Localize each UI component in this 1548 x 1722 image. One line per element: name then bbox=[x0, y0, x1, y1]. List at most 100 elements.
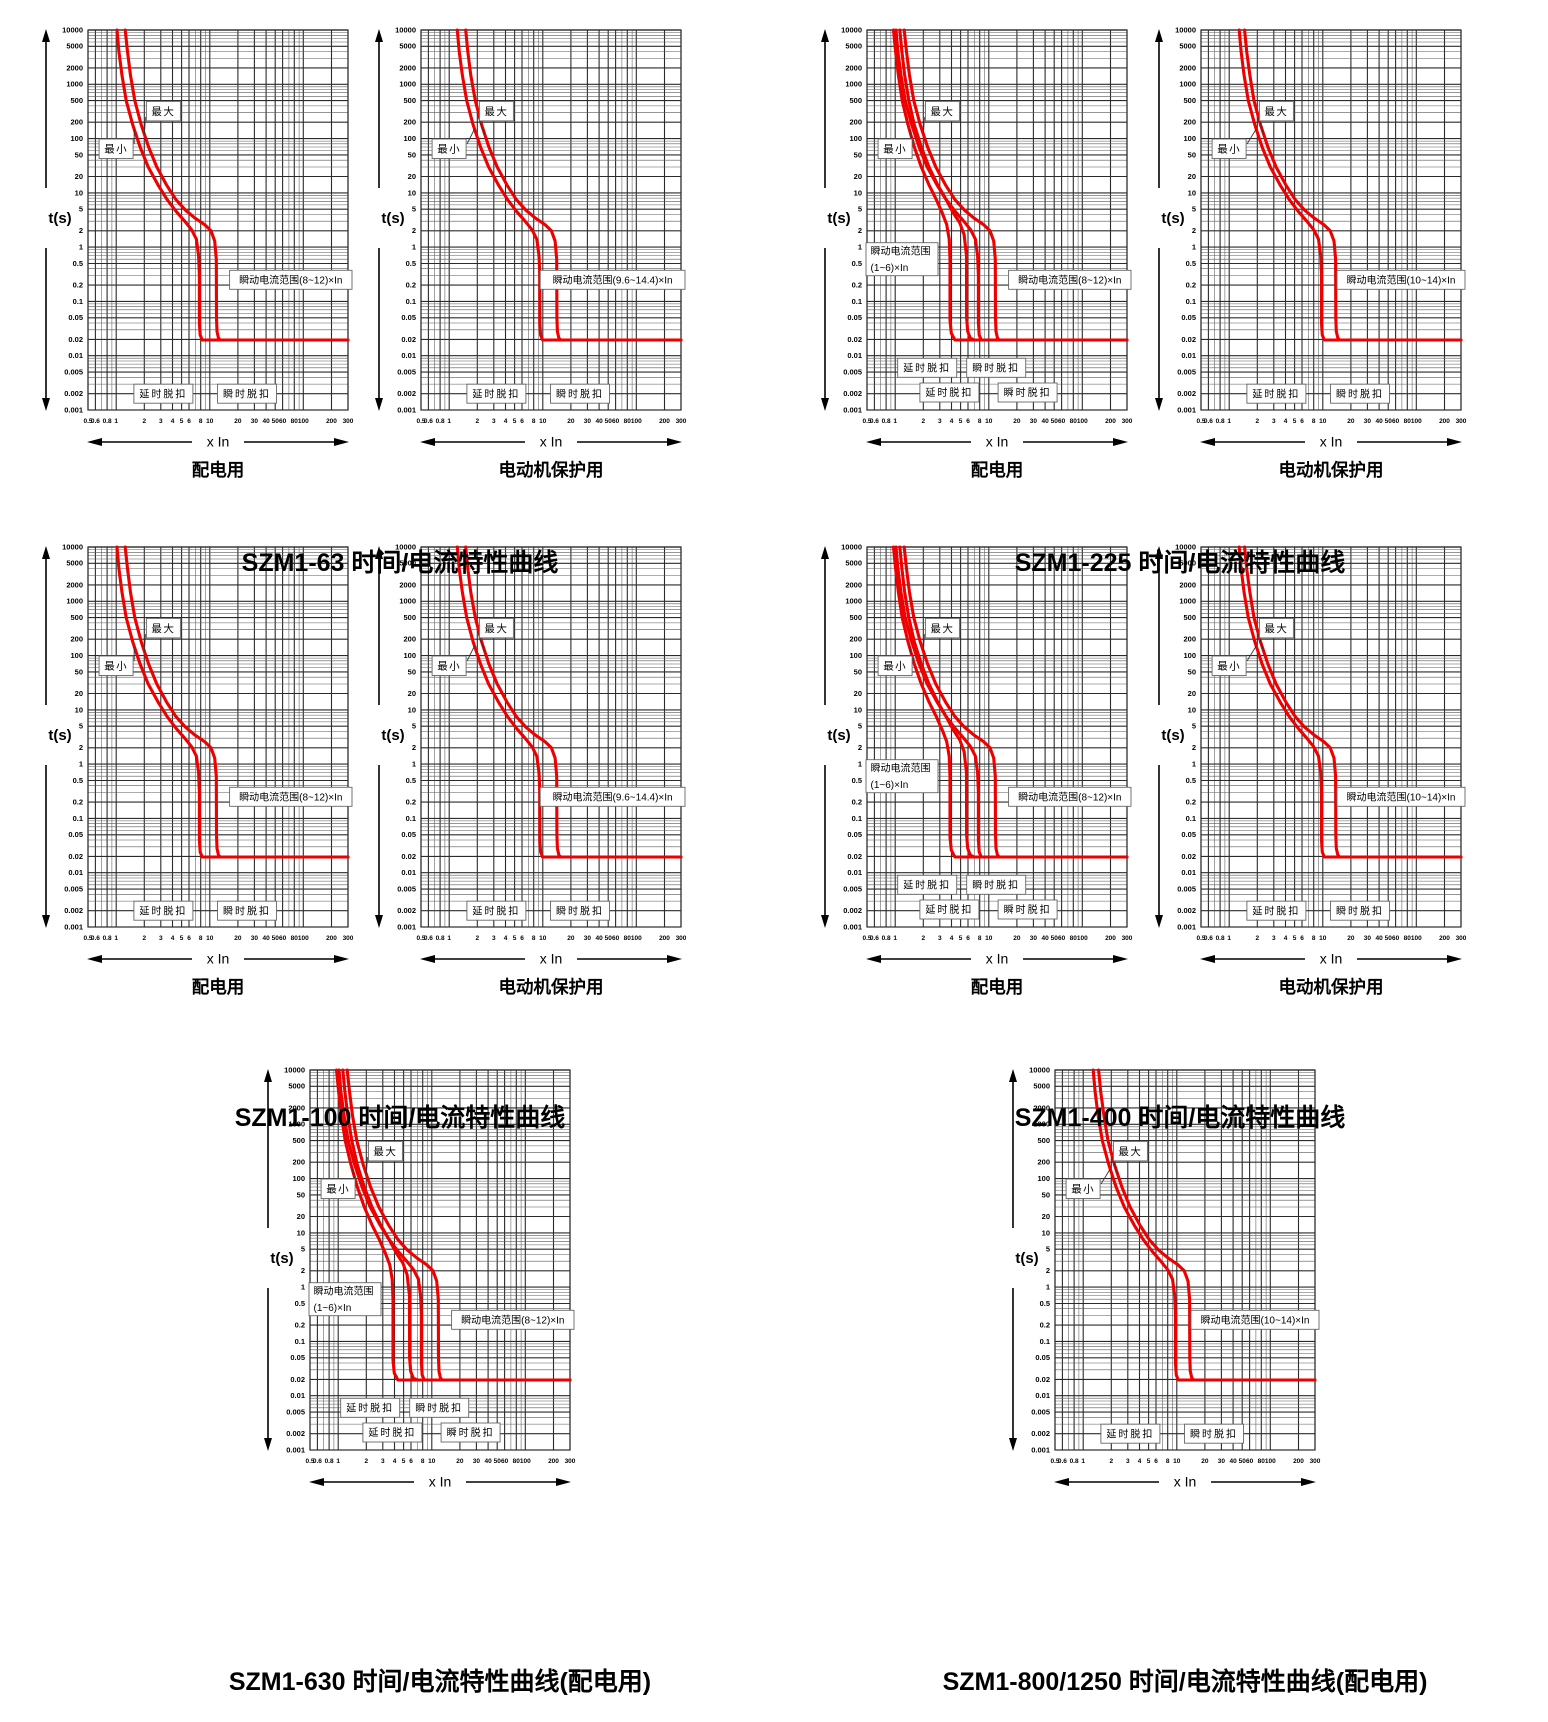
group-title-szm1-100: SZM1-100 时间/电流特性曲线 bbox=[234, 1104, 566, 1132]
trip-zone-label: 瞬时脱扣 bbox=[997, 382, 1058, 403]
svg-text:3: 3 bbox=[1126, 1458, 1130, 1465]
svg-text:瞬时脱扣: 瞬时脱扣 bbox=[223, 387, 271, 400]
svg-text:10000: 10000 bbox=[62, 25, 83, 34]
y-axis: t(s) 10000 5000 2000 1000 500 200 100 50 20 10 5 2 1 0… bbox=[1155, 542, 1196, 931]
x-axis-right-arrow-icon bbox=[667, 438, 682, 446]
svg-text:2000: 2000 bbox=[288, 1103, 305, 1112]
svg-text:0.01: 0.01 bbox=[847, 868, 862, 877]
min-curve-label: 最小 bbox=[98, 138, 134, 159]
svg-text:瞬时脱扣: 瞬时脱扣 bbox=[447, 1426, 495, 1439]
svg-text:0.001: 0.001 bbox=[286, 1445, 305, 1454]
svg-text:0.5: 0.5 bbox=[852, 776, 862, 785]
svg-text:5: 5 bbox=[858, 722, 862, 731]
svg-text:1000: 1000 bbox=[66, 80, 83, 89]
svg-text:3: 3 bbox=[492, 935, 496, 942]
svg-text:20: 20 bbox=[297, 1212, 305, 1221]
chart-subtitle: 电动机保护用 bbox=[1279, 460, 1384, 480]
svg-text:最小: 最小 bbox=[883, 144, 907, 156]
svg-text:100: 100 bbox=[403, 134, 416, 143]
curve-labels: 最小 最大 bbox=[431, 617, 514, 676]
svg-text:6: 6 bbox=[187, 418, 191, 425]
log-grid bbox=[87, 29, 349, 411]
y-axis-label: t(s) bbox=[1161, 210, 1184, 227]
svg-text:0.01: 0.01 bbox=[847, 351, 862, 360]
svg-text:0.6: 0.6 bbox=[1204, 935, 1213, 942]
svg-text:10: 10 bbox=[854, 705, 862, 714]
max-curve-label: 最大 bbox=[145, 617, 181, 639]
svg-text:60: 60 bbox=[1246, 1458, 1254, 1465]
trip-zone-label: 瞬时脱扣 bbox=[440, 1422, 501, 1443]
svg-text:0.01: 0.01 bbox=[68, 351, 83, 360]
svg-text:500: 500 bbox=[70, 96, 83, 105]
svg-text:80: 80 bbox=[624, 935, 632, 942]
svg-text:1: 1 bbox=[858, 243, 862, 252]
svg-text:30: 30 bbox=[584, 418, 592, 425]
trip-zone-labels: 延时脱扣 瞬时脱扣 bbox=[466, 900, 610, 921]
svg-text:0.6: 0.6 bbox=[424, 935, 433, 942]
x-axis-left-arrow-icon bbox=[1054, 1478, 1069, 1486]
svg-text:30: 30 bbox=[251, 418, 259, 425]
svg-text:500: 500 bbox=[849, 96, 862, 105]
svg-text:0.8: 0.8 bbox=[1070, 1458, 1079, 1465]
svg-text:5000: 5000 bbox=[288, 1082, 305, 1091]
svg-text:(1~6)×In: (1~6)×In bbox=[314, 1303, 352, 1314]
curve-最小 bbox=[1237, 28, 1463, 342]
svg-text:2: 2 bbox=[1192, 743, 1196, 752]
svg-text:200: 200 bbox=[326, 418, 337, 425]
y-axis-down-arrow-icon bbox=[821, 398, 829, 411]
svg-text:4: 4 bbox=[950, 935, 954, 942]
svg-text:4: 4 bbox=[504, 418, 508, 425]
group-title-szm1-63: SZM1-63 时间/电流特性曲线 bbox=[241, 549, 559, 577]
y-axis-down-arrow-icon bbox=[1155, 398, 1163, 411]
svg-text:0.5: 0.5 bbox=[406, 776, 416, 785]
svg-text:2000: 2000 bbox=[66, 580, 83, 589]
svg-text:0.2: 0.2 bbox=[406, 281, 416, 290]
curve-最大 bbox=[464, 28, 683, 342]
svg-text:80: 80 bbox=[1404, 418, 1412, 425]
svg-text:5: 5 bbox=[1147, 1458, 1151, 1465]
trip-zone-label: 瞬时脱扣 bbox=[1330, 900, 1390, 921]
chart-subtitle: 配电用 bbox=[192, 977, 245, 997]
trip-curves bbox=[1237, 545, 1463, 859]
x-axis-label: x In bbox=[986, 951, 1009, 967]
trip-curves bbox=[115, 28, 350, 342]
svg-text:10000: 10000 bbox=[395, 542, 416, 551]
svg-text:延时脱扣: 延时脱扣 bbox=[1252, 904, 1300, 917]
svg-text:200: 200 bbox=[1037, 1158, 1050, 1167]
svg-text:50: 50 bbox=[1385, 418, 1393, 425]
svg-text:50: 50 bbox=[272, 418, 280, 425]
svg-text:50: 50 bbox=[1188, 667, 1196, 676]
svg-text:最小: 最小 bbox=[326, 1184, 350, 1196]
svg-text:2: 2 bbox=[412, 226, 416, 235]
svg-text:3: 3 bbox=[1272, 935, 1276, 942]
x-axis-label: x In bbox=[429, 1474, 452, 1490]
svg-text:100: 100 bbox=[70, 651, 83, 660]
svg-text:50: 50 bbox=[494, 1458, 502, 1465]
svg-text:40: 40 bbox=[262, 935, 270, 942]
svg-text:0.5: 0.5 bbox=[1040, 1299, 1050, 1308]
svg-text:2: 2 bbox=[79, 743, 83, 752]
x-axis-right-arrow-icon bbox=[1447, 955, 1462, 963]
svg-text:80: 80 bbox=[1070, 935, 1078, 942]
svg-text:20: 20 bbox=[567, 935, 575, 942]
chart-szm1-630-dist: t(s)100005000200010005002001005020105210… bbox=[264, 1065, 576, 1490]
svg-text:0.5: 0.5 bbox=[1196, 935, 1205, 942]
y-axis-down-arrow-icon bbox=[42, 915, 50, 928]
svg-text:5: 5 bbox=[1192, 205, 1196, 214]
trip-zone-label: 延时脱扣 bbox=[133, 900, 194, 921]
svg-text:0.5: 0.5 bbox=[1050, 1458, 1059, 1465]
inst-range-label: 瞬动电流范围 (1~6)×In bbox=[308, 1282, 382, 1317]
y-axis-up-arrow-icon bbox=[375, 546, 383, 559]
curve-最大(1~6)×In bbox=[898, 545, 1129, 859]
svg-text:200: 200 bbox=[70, 118, 83, 127]
group-title-szm1-225: SZM1-225 时间/电流特性曲线 bbox=[1014, 549, 1346, 577]
inst-range-labels: 瞬动电流范围(10~14)×In bbox=[1336, 786, 1466, 807]
svg-text:2000: 2000 bbox=[66, 63, 83, 72]
svg-text:50: 50 bbox=[854, 150, 862, 159]
svg-text:2: 2 bbox=[1109, 1458, 1113, 1465]
svg-text:2000: 2000 bbox=[1179, 580, 1196, 589]
svg-text:3: 3 bbox=[1272, 418, 1276, 425]
svg-text:延时脱扣: 延时脱扣 bbox=[139, 904, 187, 917]
svg-text:10000: 10000 bbox=[62, 542, 83, 551]
